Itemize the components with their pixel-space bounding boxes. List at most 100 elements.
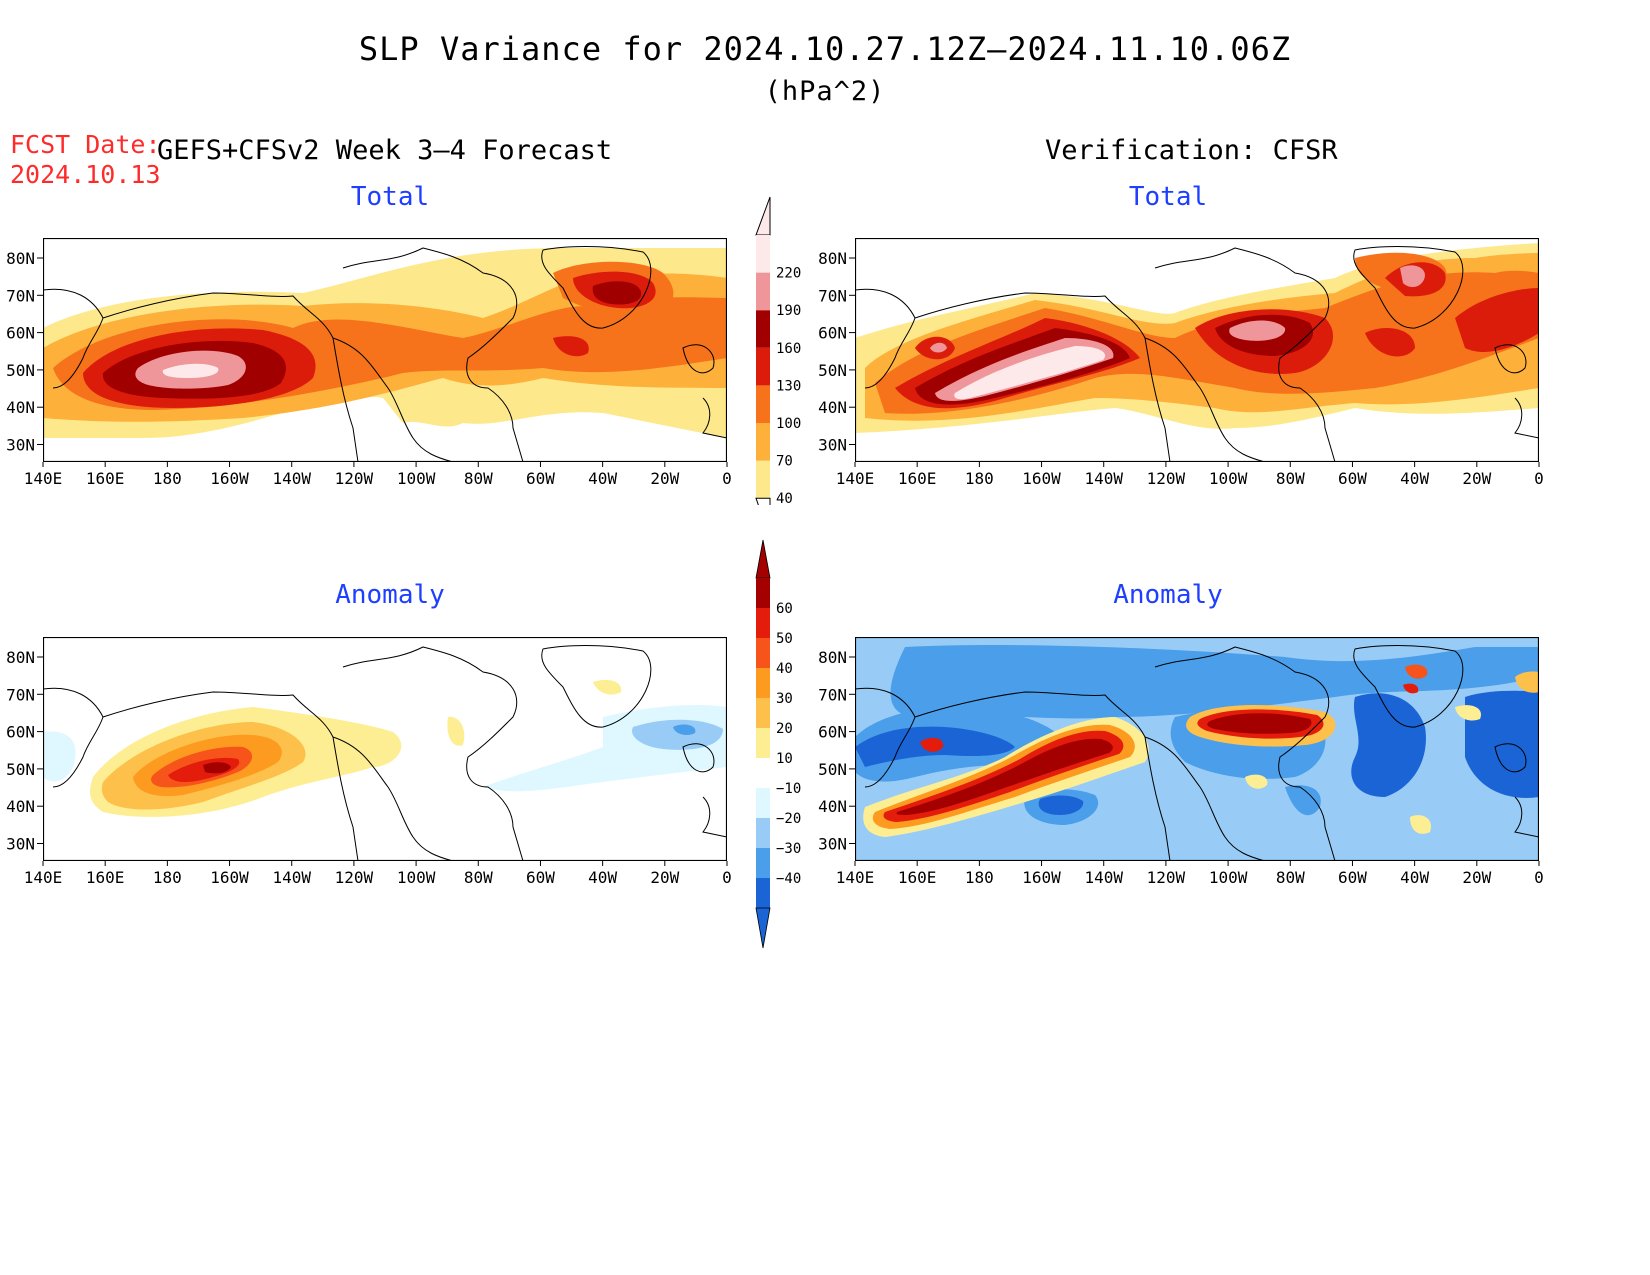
- colorbar-total-swatch: [756, 272, 770, 311]
- colorbar-total-bottom-arrow: [755, 497, 771, 505]
- lon-tick-label: 60W: [1338, 469, 1367, 488]
- lon-tick-label: 160W: [1022, 469, 1061, 488]
- lat-tick-label: 30N: [6, 835, 35, 854]
- colorbar-total-swatch: [756, 310, 770, 348]
- units-subtitle: (hPa^2): [764, 76, 886, 107]
- lat-tick-label: 80N: [818, 648, 847, 667]
- verification-header: Verification: CFSR: [1045, 135, 1338, 166]
- lat-tick-label: 50N: [818, 760, 847, 779]
- colorbar-total-swatch: [756, 423, 770, 461]
- colorbar-anomaly-label: 50: [776, 631, 793, 647]
- lon-tick-label: 140E: [24, 868, 63, 887]
- lon-tick-label: 140W: [1084, 469, 1123, 488]
- lon-tick-label: 60W: [526, 469, 555, 488]
- colorbar-anomaly-label: 30: [776, 691, 793, 707]
- lat-tick-label: 40N: [818, 797, 847, 816]
- main-title: SLP Variance for 2024.10.27.12Z–2024.11.…: [358, 30, 1292, 68]
- lat-tick-label: 60N: [818, 723, 847, 742]
- colorbar-anomaly-label: −20: [776, 811, 801, 827]
- lon-tick-label: 120W: [335, 469, 374, 488]
- map-verification-total: [855, 238, 1539, 462]
- lat-tick-label: 30N: [6, 436, 35, 455]
- colorbar-total-swatch: [756, 460, 770, 499]
- lat-tick-label: 70N: [6, 685, 35, 704]
- lon-tick-label: 140W: [272, 868, 311, 887]
- colorbar-total-swatch: [756, 385, 770, 423]
- lat-tick-label: 60N: [818, 324, 847, 343]
- lon-tick-label: 100W: [1209, 469, 1248, 488]
- colorbar-anomaly-swatch: [756, 728, 770, 758]
- lon-tick-label: 40W: [588, 469, 617, 488]
- lon-tick-label: 160W: [1022, 868, 1061, 887]
- lat-tick-label: 70N: [6, 286, 35, 305]
- lon-tick-label: 40W: [588, 868, 617, 887]
- lon-tick-label: 120W: [335, 868, 374, 887]
- lat-tick-label: 40N: [6, 797, 35, 816]
- lon-tick-label: 60W: [1338, 868, 1367, 887]
- colorbar-total-label: 220: [776, 266, 801, 282]
- colorbar-total-label: 130: [776, 378, 801, 394]
- panel-title-forecast-total: Total: [350, 182, 430, 212]
- lon-tick-label: 80W: [464, 868, 493, 887]
- lat-tick-label: 40N: [6, 398, 35, 417]
- lon-tick-label: 180: [153, 868, 182, 887]
- colorbar-total-swatch: [756, 347, 770, 386]
- colorbar-anomaly-swatch: [756, 698, 770, 728]
- colorbar-total-label: 40: [776, 491, 793, 505]
- colorbar-total-swatch: [756, 235, 770, 273]
- lon-tick-label: 160E: [86, 868, 125, 887]
- colorbar-anomaly-swatch: [756, 758, 770, 788]
- lon-tick-label: 180: [965, 469, 994, 488]
- forecast-header: GEFS+CFSv2 Week 3–4 Forecast: [157, 135, 613, 166]
- colorbar-total: 40 70 100 130 160 190 220: [755, 196, 801, 505]
- lat-tick-label: 60N: [6, 723, 35, 742]
- lon-tick-label: 0: [722, 469, 732, 488]
- fcst-date-value: 2024.10.13: [10, 160, 161, 189]
- colorbar-anomaly-label: 60: [776, 601, 793, 617]
- lon-tick-label: 160E: [898, 469, 937, 488]
- lon-tick-label: 20W: [1462, 868, 1491, 887]
- map-forecast-anomaly: [43, 637, 727, 861]
- lon-tick-label: 80W: [1276, 469, 1305, 488]
- lon-tick-label: 80W: [1276, 868, 1305, 887]
- map-forecast-total: [43, 238, 727, 462]
- lon-tick-label: 180: [965, 868, 994, 887]
- lat-tick-label: 30N: [818, 436, 847, 455]
- map-verification-anomaly: [855, 637, 1539, 861]
- lat-tick-label: 50N: [818, 361, 847, 380]
- panel-title-forecast-anomaly: Anomaly: [335, 580, 445, 610]
- lon-tick-label: 100W: [397, 469, 436, 488]
- lon-tick-label: 20W: [650, 469, 679, 488]
- colorbar-total-label: 100: [776, 416, 801, 432]
- lat-tick-label: 30N: [818, 835, 847, 854]
- colorbar-anomaly-swatch: [756, 788, 770, 818]
- colorbar-anomaly-swatch: [756, 848, 770, 878]
- lon-tick-label: 100W: [1209, 868, 1248, 887]
- lat-tick-label: 80N: [6, 648, 35, 667]
- colorbar-total-label: 160: [776, 341, 801, 357]
- colorbar-anomaly-swatch: [756, 608, 770, 638]
- lon-tick-label: 120W: [1147, 868, 1186, 887]
- colorbar-anomaly-label: 10: [776, 751, 793, 767]
- lon-tick-label: 40W: [1400, 868, 1429, 887]
- lat-tick-label: 70N: [818, 286, 847, 305]
- lon-tick-label: 40W: [1400, 469, 1429, 488]
- lat-tick-label: 40N: [818, 398, 847, 417]
- lon-tick-label: 140E: [836, 469, 875, 488]
- lon-tick-label: 0: [1534, 469, 1544, 488]
- lon-tick-label: 20W: [1462, 469, 1491, 488]
- colorbar-anomaly-label: 20: [776, 721, 793, 737]
- colorbar-anomaly-label: −10: [776, 781, 801, 797]
- colorbar-anomaly-swatch: [756, 638, 770, 668]
- lon-tick-label: 0: [722, 868, 732, 887]
- colorbar-anomaly-top-arrow: [755, 539, 771, 579]
- lon-tick-label: 140E: [836, 868, 875, 887]
- lon-tick-label: 60W: [526, 868, 555, 887]
- lon-tick-label: 160W: [210, 469, 249, 488]
- colorbar-anomaly-label: −30: [776, 841, 801, 857]
- lon-tick-label: 160E: [86, 469, 125, 488]
- colorbar-total-label: 70: [776, 454, 793, 470]
- panel-title-verification-anomaly: Anomaly: [1113, 580, 1223, 610]
- colorbar-anomaly: 60 50 40 30 20 10 −10 −20 −30 −40: [755, 539, 801, 949]
